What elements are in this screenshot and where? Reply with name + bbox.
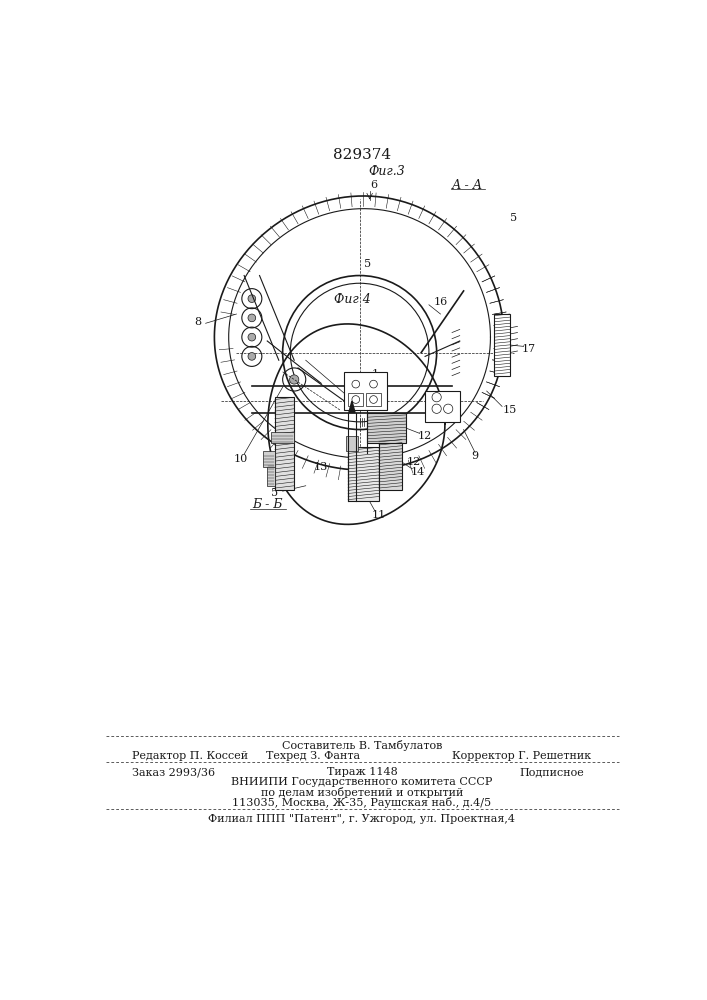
Text: 14: 14 (410, 467, 424, 477)
Text: Филиал ППП "Патент", г. Ужгород, ул. Проектная,4: Филиал ППП "Патент", г. Ужгород, ул. Про… (209, 814, 515, 824)
Text: Заказ 2993/36: Заказ 2993/36 (132, 767, 216, 777)
Text: Б - Б: Б - Б (252, 498, 283, 512)
Text: 15: 15 (503, 405, 517, 415)
Circle shape (248, 333, 256, 341)
Circle shape (248, 314, 256, 322)
Text: А - А: А - А (452, 179, 483, 192)
Text: Редактор П. Коссей: Редактор П. Коссей (132, 751, 249, 761)
Polygon shape (349, 401, 355, 413)
Text: 12: 12 (407, 457, 421, 467)
Text: Фиг 4: Фиг 4 (334, 293, 370, 306)
Bar (494, 314, 510, 376)
Bar (267, 463, 275, 486)
Text: 16: 16 (433, 297, 448, 307)
Bar (346, 436, 358, 451)
Text: 9: 9 (472, 451, 479, 461)
Text: 17: 17 (522, 344, 536, 354)
Text: 11: 11 (372, 510, 386, 520)
Text: 8: 8 (194, 317, 201, 327)
Bar (344, 372, 387, 410)
Text: Подписное: Подписное (520, 767, 585, 777)
Text: Тираж 1148: Тираж 1148 (327, 767, 397, 777)
Text: Фиг.3: Фиг.3 (368, 165, 405, 178)
Text: 12: 12 (418, 431, 432, 441)
Bar (275, 397, 294, 490)
Text: Техред З. Фанта: Техред З. Фанта (267, 751, 361, 761)
Bar (368, 413, 406, 443)
Text: 13: 13 (314, 462, 328, 472)
Text: 6: 6 (364, 467, 371, 477)
Text: ВНИИПИ Государственного комитета СССР: ВНИИПИ Государственного комитета СССР (231, 777, 493, 787)
Bar (425, 391, 460, 422)
Circle shape (248, 295, 256, 302)
Text: 829374: 829374 (333, 148, 391, 162)
Circle shape (248, 353, 256, 360)
Bar (348, 393, 363, 406)
Text: 5: 5 (271, 488, 279, 498)
Text: Составитель В. Тамбулатов: Составитель В. Тамбулатов (282, 740, 442, 751)
Bar (379, 440, 402, 490)
Text: 1: 1 (371, 369, 379, 379)
Text: 5: 5 (510, 213, 518, 223)
Text: по делам изобретений и открытий: по делам изобретений и открытий (261, 787, 463, 798)
Circle shape (290, 375, 299, 384)
Text: 6: 6 (370, 180, 377, 190)
Bar (366, 393, 381, 406)
Text: 10: 10 (233, 454, 247, 464)
Text: 113035, Москва, Ж-35, Раушская наб., д.4/5: 113035, Москва, Ж-35, Раушская наб., д.4… (233, 797, 491, 808)
Bar (348, 447, 379, 501)
Bar (264, 451, 275, 466)
Bar (271, 432, 294, 443)
Text: 5: 5 (364, 259, 371, 269)
Text: Корректор Г. Решетник: Корректор Г. Решетник (452, 751, 590, 761)
